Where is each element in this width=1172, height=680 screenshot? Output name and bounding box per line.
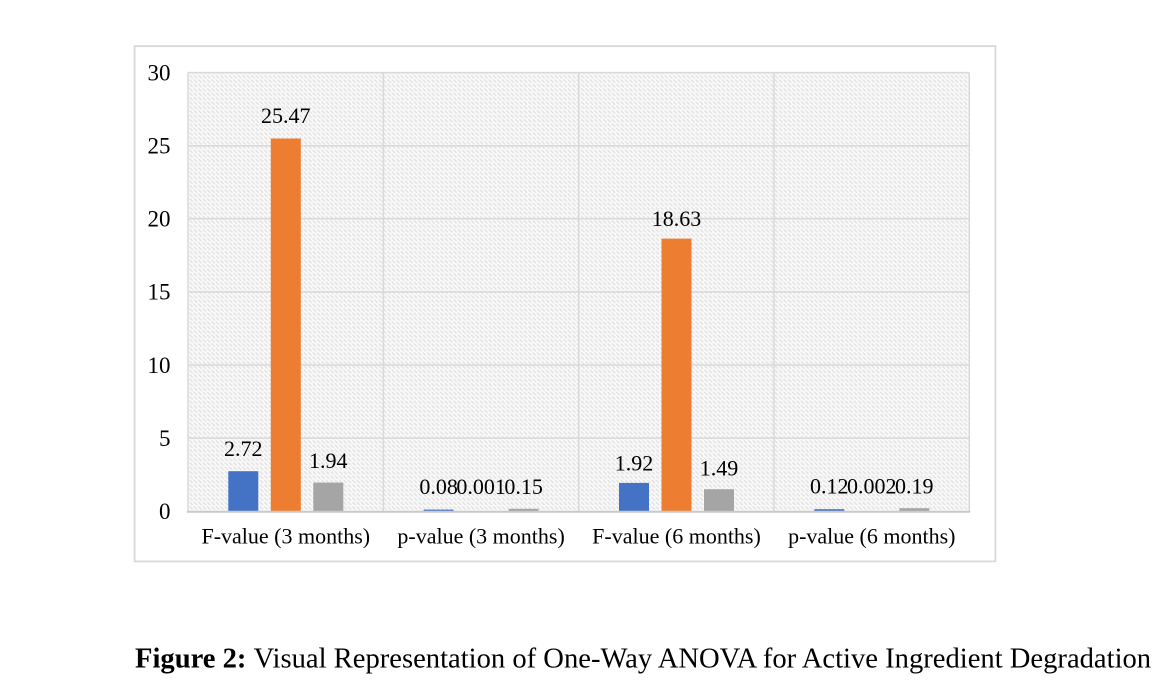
svg-text:2.72: 2.72 <box>224 436 263 461</box>
svg-text:F-value (3 months): F-value (3 months) <box>201 523 370 548</box>
svg-text:5: 5 <box>159 426 171 451</box>
svg-text:1.92: 1.92 <box>615 451 654 476</box>
svg-text:0.002: 0.002 <box>847 473 897 498</box>
svg-text:F-value (6 months): F-value (6 months) <box>592 523 761 548</box>
svg-text:20: 20 <box>148 207 171 232</box>
svg-text:0.12: 0.12 <box>810 473 849 498</box>
svg-text:0.15: 0.15 <box>504 474 543 499</box>
svg-text:15: 15 <box>148 280 171 305</box>
svg-text:1.49: 1.49 <box>700 456 739 481</box>
svg-text:10: 10 <box>148 353 171 378</box>
svg-text:p-value (3 months): p-value (3 months) <box>397 523 564 548</box>
svg-text:0: 0 <box>159 499 171 524</box>
svg-text:25.47: 25.47 <box>261 103 311 128</box>
svg-text:25: 25 <box>148 134 171 159</box>
svg-text:30: 30 <box>148 60 171 85</box>
svg-text:0.08: 0.08 <box>419 474 458 499</box>
svg-text:p-value (6 months): p-value (6 months) <box>788 523 955 548</box>
svg-text:Figure 2: Visual Representatio: Figure 2: Visual Representation of One-W… <box>135 644 1151 675</box>
svg-text:0.19: 0.19 <box>895 473 934 498</box>
svg-text:0.001: 0.001 <box>456 474 506 499</box>
svg-text:18.63: 18.63 <box>652 206 702 231</box>
svg-text:1.94: 1.94 <box>309 448 348 473</box>
